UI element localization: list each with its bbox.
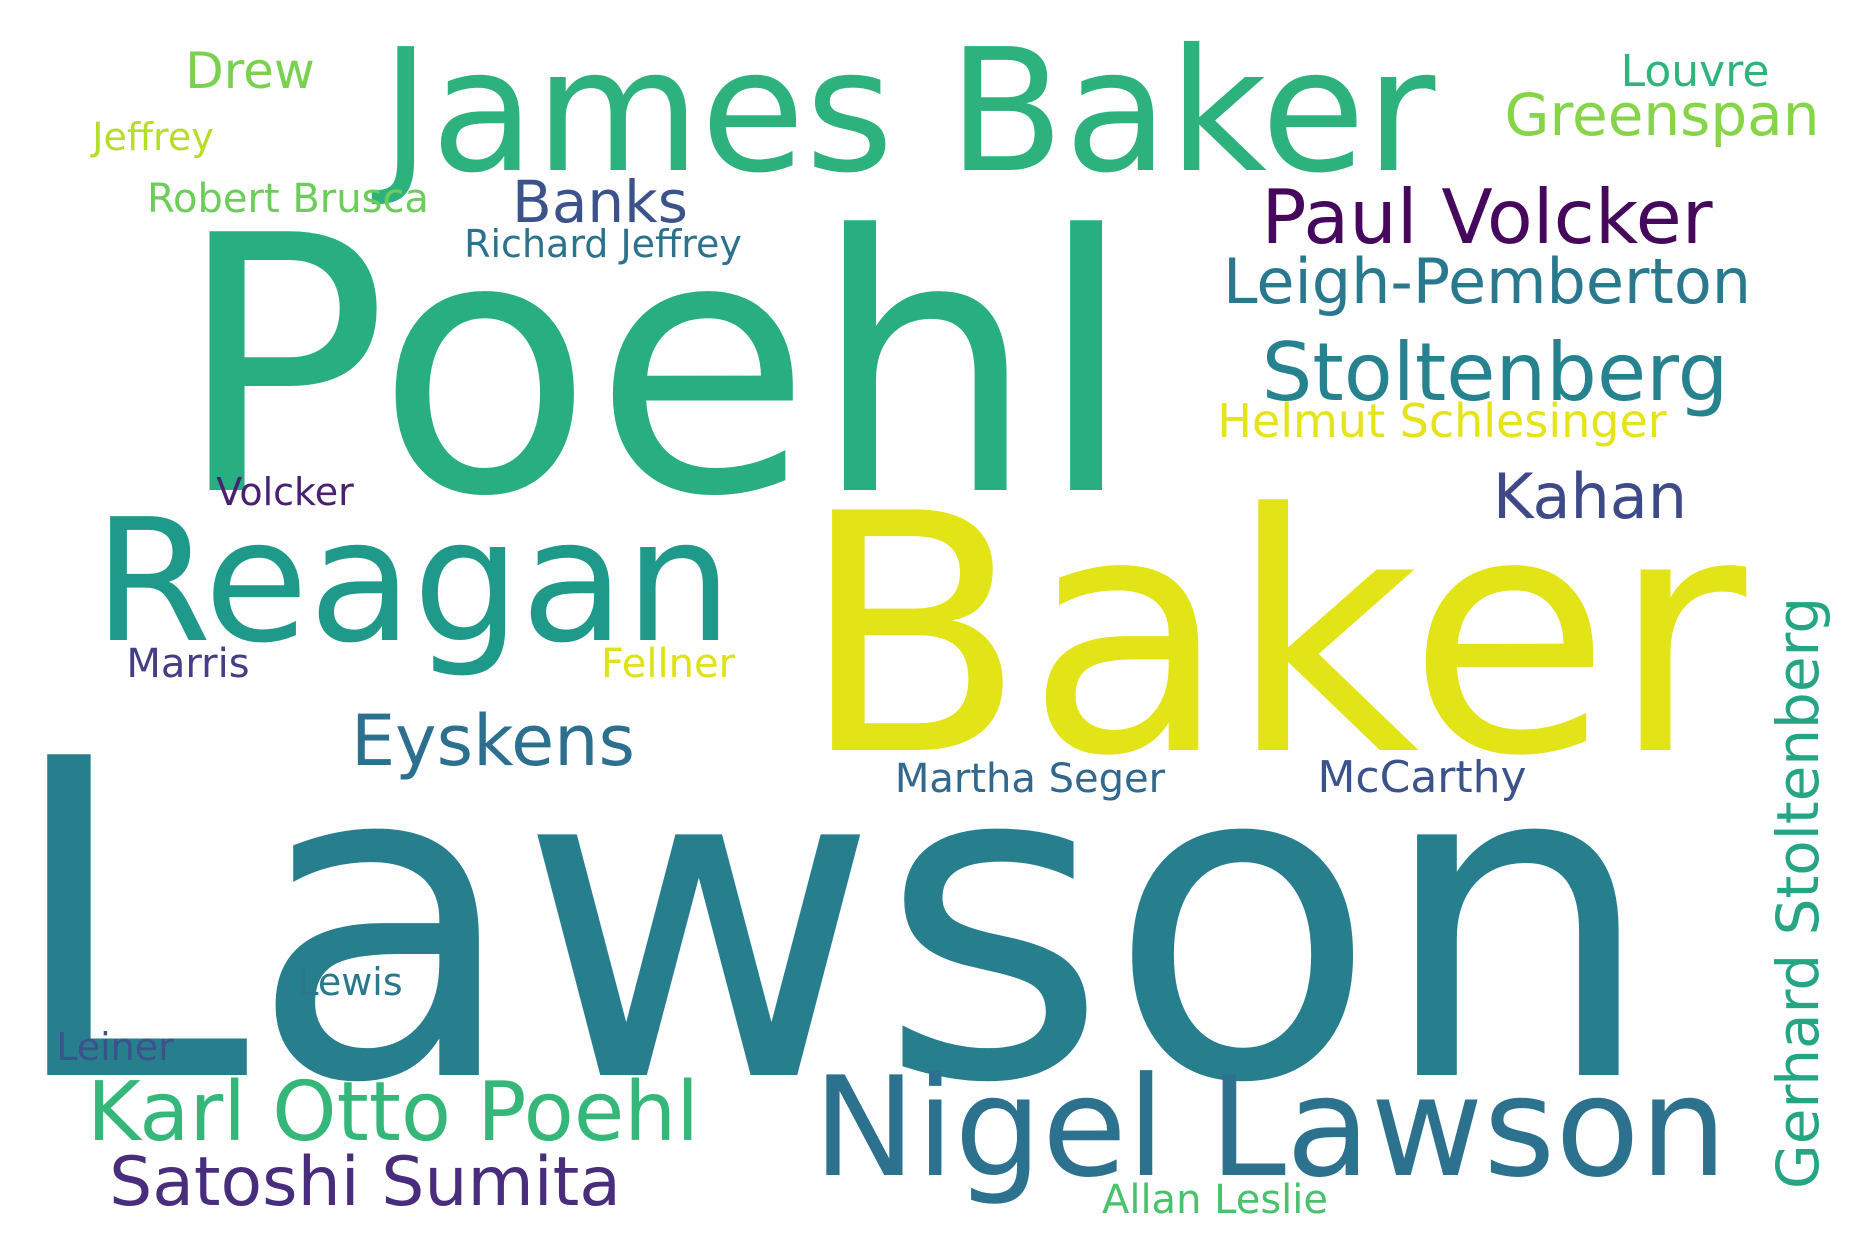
- word-satoshi-sumita: Satoshi Sumita: [109, 1143, 621, 1222]
- word-nigel-lawson: Nigel Lawson: [813, 1047, 1727, 1208]
- word-allan-leslie: Allan Leslie: [1102, 1177, 1328, 1223]
- word-greenspan: Greenspan: [1505, 81, 1820, 149]
- word-martha-seger: Martha Seger: [895, 756, 1166, 802]
- word-gerhard-stoltenberg: Gerhard Stoltenberg: [1764, 597, 1832, 1189]
- word-leiner: Leiner: [56, 1025, 174, 1069]
- word-fellner: Fellner: [601, 641, 736, 687]
- word-richard-jeffrey: Richard Jeffrey: [464, 222, 742, 266]
- word-leigh-pemberton: Leigh-Pemberton: [1223, 245, 1751, 318]
- word-jeffrey: Jeffrey: [90, 115, 213, 159]
- word-reagan: Reagan: [93, 483, 732, 681]
- word-poehl: Poehl: [175, 160, 1136, 574]
- word-mccarthy: McCarthy: [1317, 752, 1526, 803]
- word-robert-brusca: Robert Brusca: [147, 176, 429, 222]
- word-stoltenberg: Stoltenberg: [1262, 326, 1729, 419]
- word-kahan: Kahan: [1493, 460, 1687, 533]
- word-paul-volcker: Paul Volcker: [1261, 173, 1712, 261]
- word-baker: Baker: [800, 444, 1750, 828]
- word-louvre: Louvre: [1621, 46, 1770, 97]
- word-drew: Drew: [185, 42, 315, 100]
- word-helmut-schlesinger: Helmut Schlesinger: [1217, 394, 1666, 448]
- word-lawson: Lawson: [4, 667, 1656, 1179]
- word-volcker: Volcker: [216, 470, 354, 514]
- word-banks: Banks: [512, 168, 688, 236]
- word-lewis: Lewis: [297, 960, 402, 1004]
- word-eyskens: Eyskens: [351, 700, 635, 782]
- word-marris: Marris: [126, 641, 249, 687]
- word-karl-otto-poehl: Karl Otto Poehl: [87, 1065, 699, 1160]
- word-james-baker: James Baker: [372, 13, 1436, 211]
